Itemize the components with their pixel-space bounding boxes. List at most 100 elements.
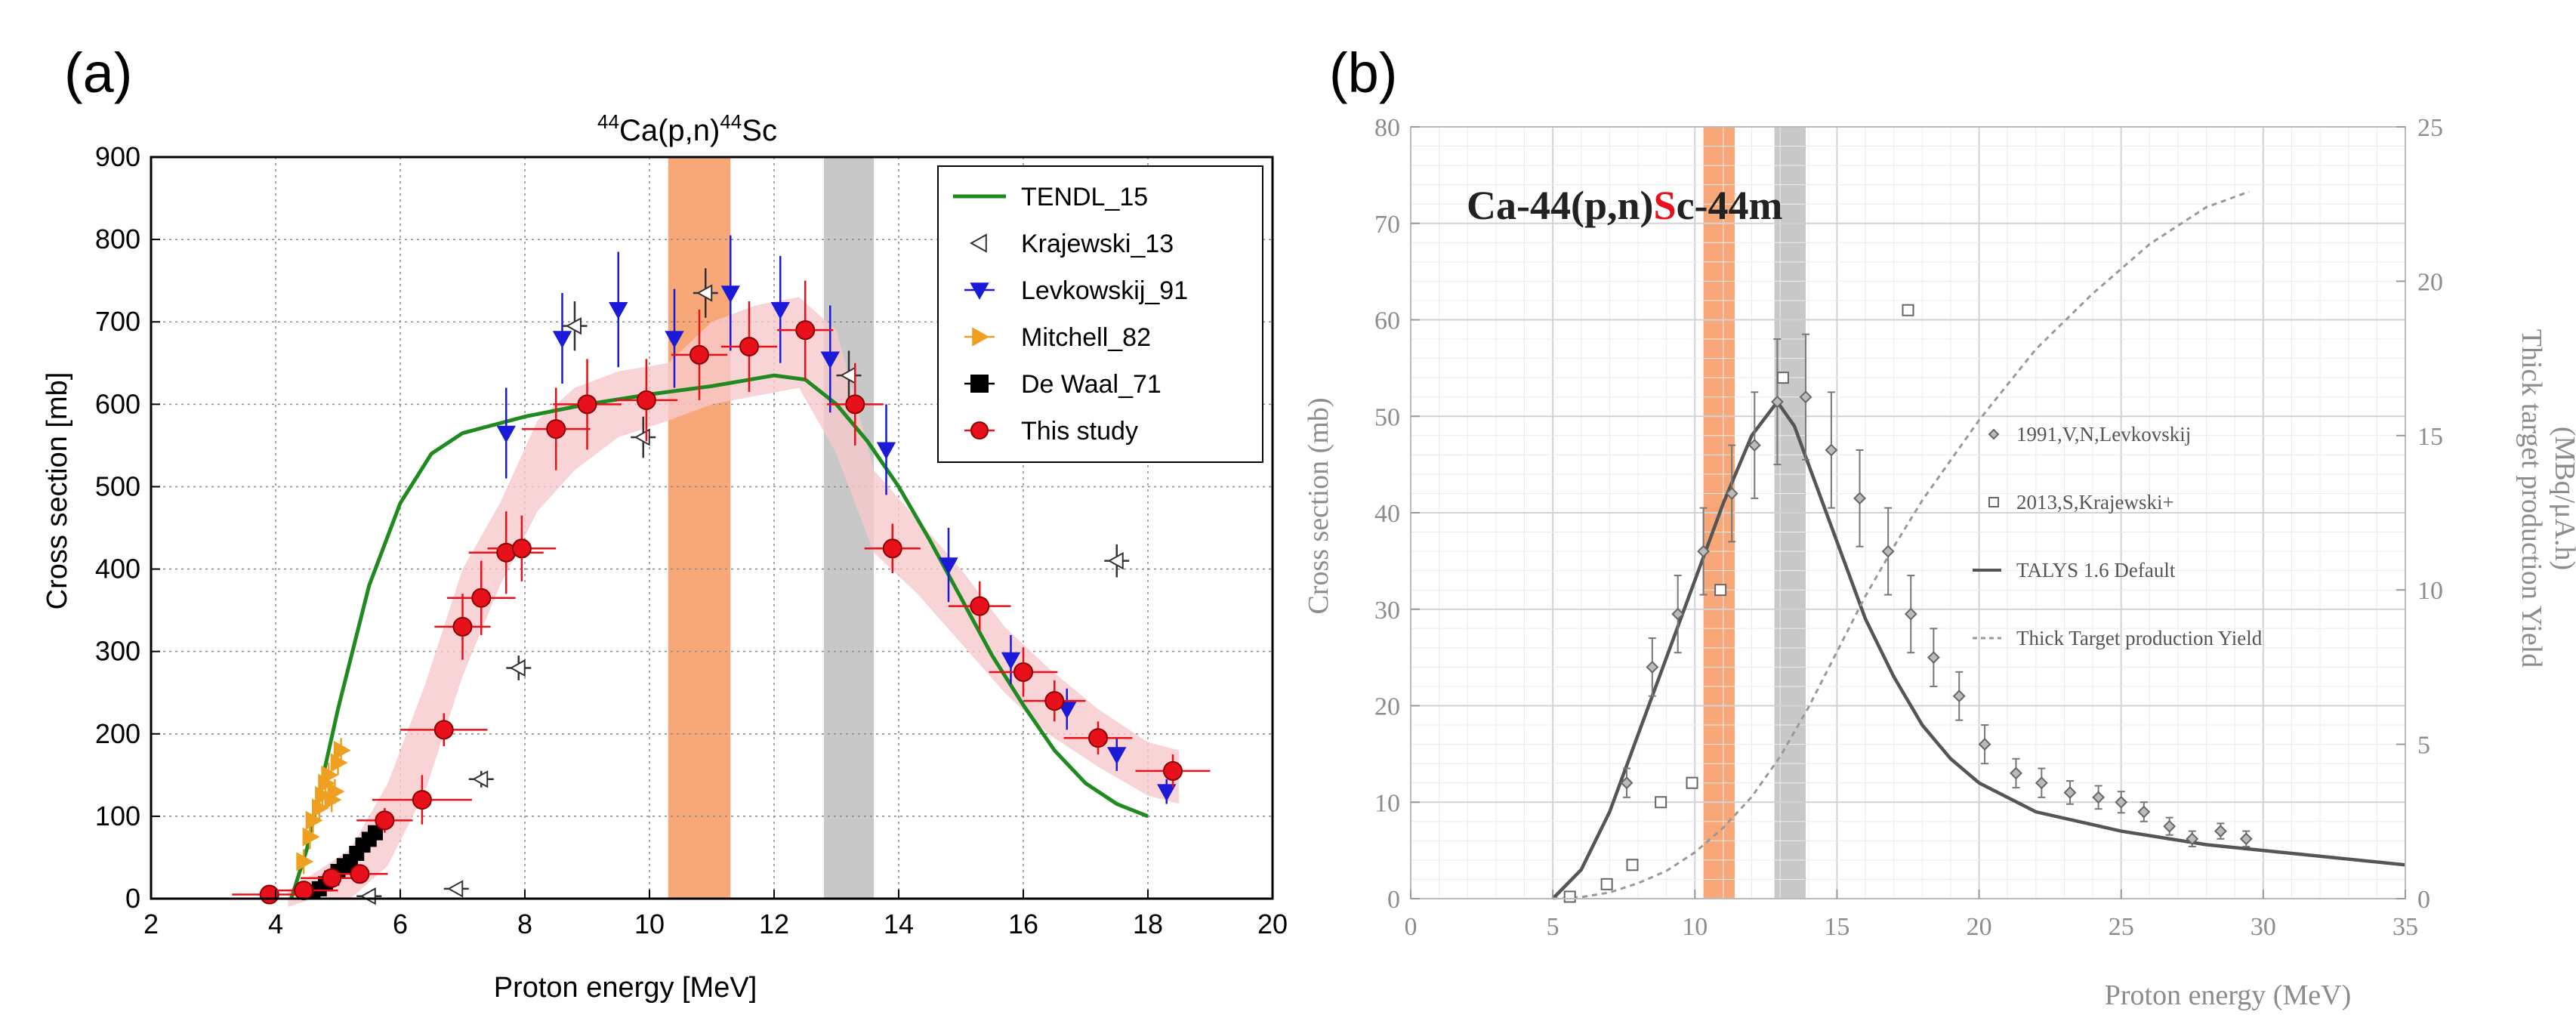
panel-a-lines <box>289 373 1149 899</box>
yield-curve <box>1553 190 2250 900</box>
y-tick-label: 60 <box>1374 307 1400 335</box>
mitchell-82-point <box>333 740 351 760</box>
1991-v-n-levkovskij-point <box>1646 660 1659 674</box>
x-tick-label: 4 <box>268 908 283 939</box>
panel-a-title: 44Ca(p,n)44Sc <box>597 110 777 147</box>
panel-a-uncertainty-band <box>288 297 1180 907</box>
tendl-curve <box>289 373 1149 899</box>
panel-a-label: (a) <box>64 42 132 104</box>
y-tick-label: 0 <box>125 883 140 914</box>
legend-label: De Waal_71 <box>1021 370 1162 399</box>
x-tick-label: 25 <box>2109 913 2134 941</box>
this-study-point <box>636 390 656 410</box>
y-tick-label: 400 <box>95 554 140 585</box>
panel-a-axes: 2 4 6 8 10 12 14 16 18 20010020030040050060070080… <box>95 141 1288 939</box>
de-waal-71-point <box>368 825 383 841</box>
1991-v-n-levkovskij-point <box>1725 487 1738 500</box>
1991-v-n-levkovskij-point <box>1748 439 1761 452</box>
panel-b-y-axis-label: Cross section (mb) <box>1303 397 1334 614</box>
panel-b-y2-axis-label: Thick target production Yield <box>2516 329 2547 668</box>
x-tick-label: 35 <box>2392 913 2418 941</box>
krajewski-13-point <box>472 770 489 788</box>
x-tick-label: 6 <box>393 908 408 939</box>
x-tick-label: 15 <box>1824 913 1849 941</box>
this-study-point <box>1013 662 1033 682</box>
legend-label: This study <box>1021 417 1138 446</box>
y-tick-label: 300 <box>95 636 140 667</box>
levkowskij-91-point <box>876 442 896 460</box>
this-study-point <box>546 419 566 440</box>
levkowskij-91-point <box>552 331 572 349</box>
this-study-point <box>690 344 709 365</box>
2013-s-krajewski--point <box>1776 372 1789 384</box>
1991-v-n-levkovskij-point <box>1881 544 1895 558</box>
krajewski-13-point <box>1107 551 1124 570</box>
1991-v-n-levkovskij-point <box>2214 825 2227 837</box>
this-study-point <box>970 596 990 616</box>
1991-v-n-levkovskij-point <box>1770 395 1784 409</box>
this-study-point <box>1088 728 1108 748</box>
this-study-point <box>739 336 759 356</box>
levkowskij-91-point <box>820 351 840 369</box>
x-tick-label: 30 <box>2251 913 2276 941</box>
y-tick-label: 800 <box>95 224 140 254</box>
x-tick-label: 8 <box>517 908 532 939</box>
y-tick-label: 100 <box>95 800 140 831</box>
y-tick-label: 700 <box>95 306 140 337</box>
panel-b-title: Ca-44(p,n)Sc-44m <box>1467 183 1783 228</box>
legend-swatch <box>970 421 989 440</box>
1991-v-n-levkovskij-point <box>1904 607 1917 621</box>
this-study-point <box>375 810 395 831</box>
y-tick-label: 70 <box>1374 211 1400 239</box>
panel-a-points <box>232 235 1211 905</box>
this-study-point <box>511 538 532 559</box>
panel-a-x-axis-label: Proton energy [MeV] <box>494 972 757 1004</box>
krajewski-13-point <box>359 887 376 905</box>
x-tick-label: 16 <box>1008 908 1038 939</box>
this-study-point <box>412 790 432 810</box>
1991-v-n-levkovskij-point <box>1853 492 1866 505</box>
1991-v-n-levkovskij-point <box>1697 544 1710 558</box>
y-tick-label: 40 <box>1374 500 1400 528</box>
legend-swatch <box>970 375 989 393</box>
y-tick-label: 30 <box>1374 597 1400 625</box>
y2-tick-label: 15 <box>2417 423 2443 451</box>
legend-label: Levkowskij_91 <box>1021 276 1188 305</box>
mitchell-82-point <box>296 852 314 871</box>
this-study-point <box>882 538 902 559</box>
y2-tick-label: 20 <box>2417 268 2443 296</box>
1991-v-n-levkovskij-point <box>1927 651 1940 665</box>
this-study-point <box>1044 691 1065 711</box>
this-study-point <box>322 868 342 888</box>
panel-b-x-axis-label: Proton energy (MeV) <box>2105 979 2351 1011</box>
levkowskij-91-point <box>496 425 516 443</box>
panel-b-legend: 1991,V,N,Levkovskij 2013,S,Krajewski+ TALY… <box>1973 423 2263 649</box>
y2-tick-label: 5 <box>2417 732 2430 760</box>
levkowskij-91-point <box>939 557 958 575</box>
2013-s-krajewski--point <box>1686 776 1698 789</box>
legend-swatch-diamond <box>1988 428 2000 440</box>
2013-s-krajewski--point <box>1626 859 1639 871</box>
y-tick-label: 200 <box>95 718 140 749</box>
y-tick-label: 900 <box>95 141 140 172</box>
2013-s-krajewski--point <box>1600 878 1613 890</box>
legend-swatch <box>969 233 987 253</box>
this-study-point <box>795 320 816 341</box>
1991-v-n-levkovskij-point <box>2239 832 2253 846</box>
x-tick-label: 14 <box>884 908 914 939</box>
2013-s-krajewski--point <box>1655 796 1667 809</box>
x-tick-label: 18 <box>1133 908 1163 939</box>
mitchell-82-point <box>321 765 339 785</box>
this-study-point <box>845 394 865 415</box>
1991-v-n-levkovskij-point <box>1620 776 1634 790</box>
levkowskij-91-point <box>665 331 684 349</box>
krajewski-13-point <box>696 284 713 302</box>
x-tick-label: 10 <box>634 908 665 939</box>
levkowskij-91-point <box>1057 702 1077 720</box>
panel-b-grid <box>1410 126 2406 899</box>
legend-box <box>937 165 1263 463</box>
1991-v-n-levkovskij-point <box>2063 786 2077 799</box>
x-tick-label: 20 <box>1967 913 1992 941</box>
x-tick-label: 12 <box>759 908 789 939</box>
